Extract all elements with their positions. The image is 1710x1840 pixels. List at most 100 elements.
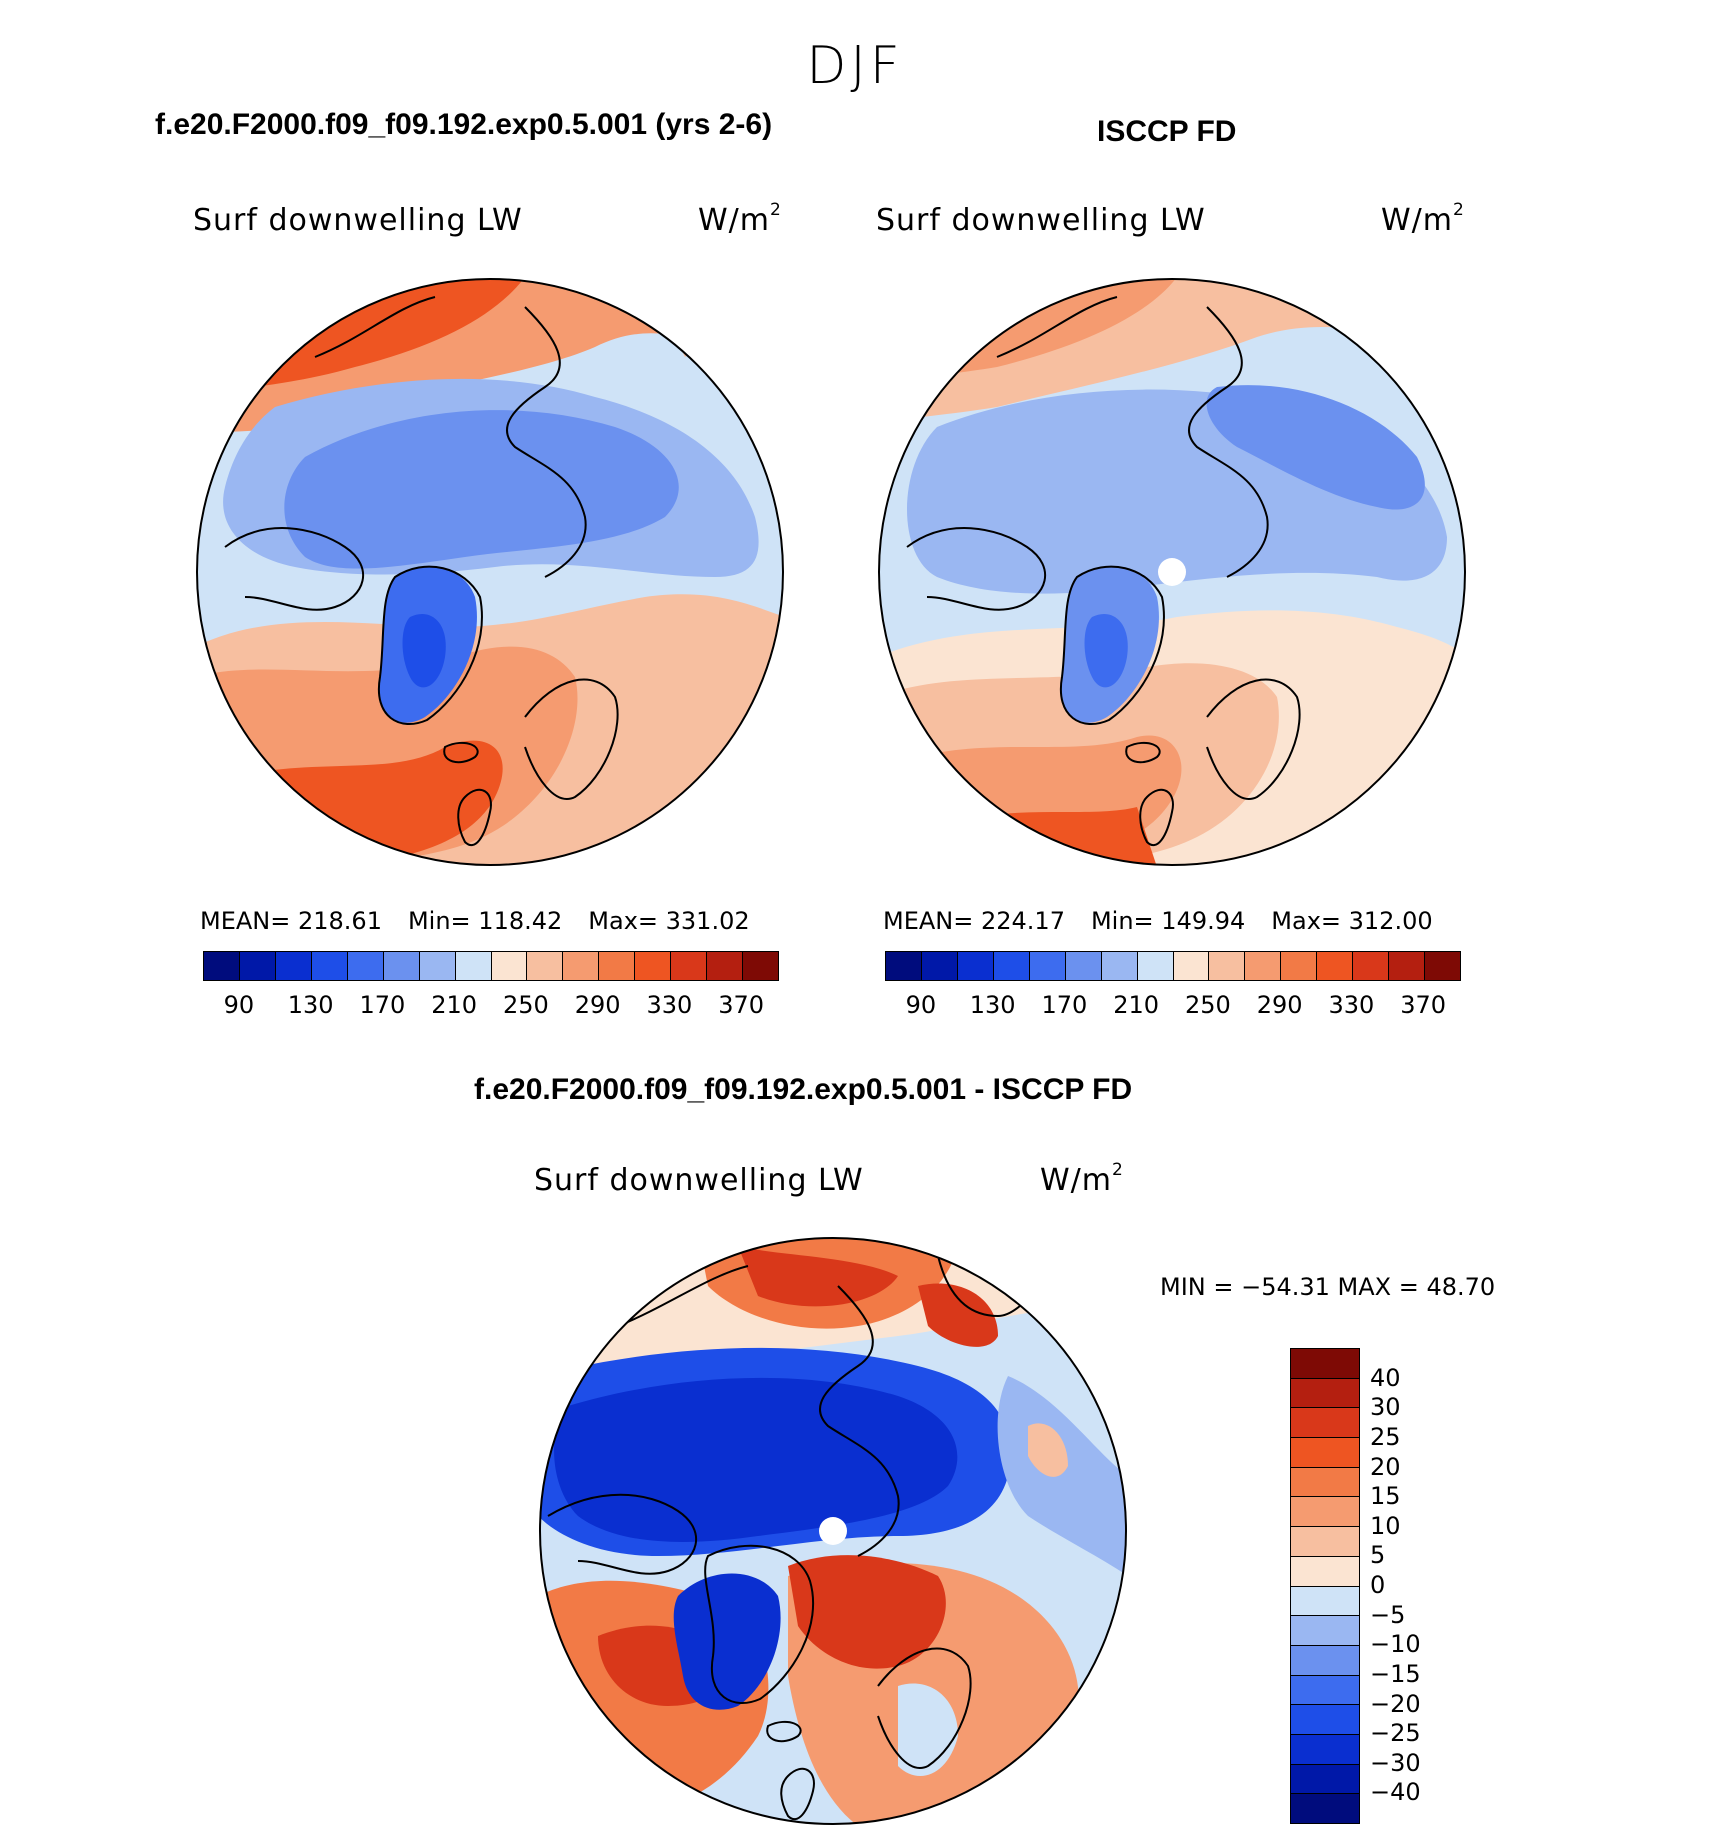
model-stats: MEAN= 218.61 Min= 118.42 Max= 331.02 xyxy=(200,907,750,935)
model-units-label: W/m2 xyxy=(698,200,782,238)
model-colorbar-swatch xyxy=(599,952,636,980)
diff-colorbar-tick: 40 xyxy=(1370,1363,1401,1392)
obs-colorbar-swatch xyxy=(1317,952,1354,980)
diff-colorbar-swatch xyxy=(1291,1497,1359,1528)
model-min: Min= 118.42 xyxy=(407,907,563,935)
model-colorbar-tick: 250 xyxy=(502,991,549,1019)
diff-units-label: W/m2 xyxy=(1040,1160,1124,1198)
diff-colorbar-swatch xyxy=(1291,1378,1359,1409)
model-colorbar-tick: 170 xyxy=(359,991,406,1019)
diff-colorbar-swatch xyxy=(1291,1527,1359,1557)
diff-colorbar-swatch xyxy=(1291,1645,1359,1676)
obs-colorbar-swatch xyxy=(1281,952,1318,980)
obs-colorbar-tick: 90 xyxy=(905,991,937,1019)
model-colorbar-tick: 210 xyxy=(431,991,478,1019)
model-map-border xyxy=(196,278,784,866)
diff-colorbar-tick: −30 xyxy=(1370,1748,1421,1777)
model-field-alaska xyxy=(665,279,783,357)
model-colorbar-swatch xyxy=(347,952,384,980)
obs-colorbar-tick: 330 xyxy=(1328,991,1375,1019)
model-colorbar-swatch xyxy=(204,952,240,980)
obs-colorbar-ticks: 90 130 170 210 250 290 330 370 xyxy=(885,991,1459,1021)
model-colorbar-swatch xyxy=(671,952,708,980)
model-colorbar-swatch xyxy=(419,952,456,980)
obs-stats: MEAN= 224.17 Min= 149.94 Max= 312.00 xyxy=(883,907,1433,935)
obs-colorbar-swatch xyxy=(1245,952,1282,980)
model-colorbar-tick: 130 xyxy=(287,991,334,1019)
diff-field-pacific-hot xyxy=(738,1246,898,1307)
obs-map-border xyxy=(878,278,1466,866)
diff-colorbar-swatch xyxy=(1291,1616,1359,1646)
diff-colorbar-ticks: 40 30 25 20 15 10 5 0 −5 −10 −15 −20 −25 −30 −40 xyxy=(1370,1348,1450,1822)
diff-colorbar-tick: 10 xyxy=(1370,1511,1401,1540)
model-colorbar-ticks: 90 130 170 210 250 290 330 370 xyxy=(203,991,777,1021)
obs-colorbar-swatch xyxy=(993,952,1030,980)
obs-colorbar-swatch xyxy=(1029,952,1066,980)
diff-colorbar-tick: −20 xyxy=(1370,1689,1421,1718)
obs-colorbar-swatch xyxy=(1389,952,1426,980)
obs-colorbar-tick: 290 xyxy=(1256,991,1303,1019)
model-polar-map xyxy=(196,278,784,866)
obs-mean: MEAN= 224.17 xyxy=(883,907,1065,935)
diff-colorbar-tick: −25 xyxy=(1370,1719,1421,1748)
model-mean: MEAN= 218.61 xyxy=(200,907,382,935)
obs-colorbar-swatch xyxy=(1065,952,1102,980)
diff-field-arctic-colder xyxy=(554,1377,958,1542)
diff-map-border xyxy=(539,1237,1127,1825)
diff-colorbar-tick: 15 xyxy=(1370,1482,1401,1511)
diff-colorbar-tick: −15 xyxy=(1370,1659,1421,1688)
model-colorbar-swatch xyxy=(743,952,778,980)
model-colorbar-swatch xyxy=(455,952,492,980)
obs-units-label: W/m2 xyxy=(1381,200,1465,238)
diff-colorbar xyxy=(1290,1348,1360,1824)
obs-colorbar-swatch xyxy=(1101,952,1138,980)
model-colorbar-tick: 330 xyxy=(646,991,693,1019)
obs-colorbar-tick: 130 xyxy=(969,991,1016,1019)
obs-field-atlantic-hot xyxy=(977,807,1157,865)
diff-colorbar-tick: −5 xyxy=(1370,1600,1406,1629)
diff-colorbar-swatch xyxy=(1291,1794,1359,1823)
model-colorbar-tick: 370 xyxy=(718,991,765,1019)
model-case-title: f.e20.F2000.f09_f09.192.exp0.5.001 (yrs … xyxy=(155,108,773,141)
obs-min: Min= 149.94 xyxy=(1090,907,1246,935)
obs-colorbar-swatch xyxy=(921,952,958,980)
diff-field-siberia-warm xyxy=(1028,1423,1068,1477)
model-colorbar-swatch xyxy=(311,952,348,980)
diff-variable-label: Surf downwelling LW xyxy=(534,1163,864,1198)
obs-colorbar-swatch xyxy=(1425,952,1460,980)
model-colorbar-tick: 290 xyxy=(574,991,621,1019)
diff-colorbar-swatch xyxy=(1291,1467,1359,1498)
obs-colorbar xyxy=(885,951,1461,981)
obs-field-greenland-core xyxy=(1084,613,1128,688)
obs-colorbar-swatch xyxy=(886,952,922,980)
obs-colorbar-swatch xyxy=(957,952,994,980)
diff-colorbar-tick: 30 xyxy=(1370,1393,1401,1422)
model-colorbar-tick: 90 xyxy=(223,991,255,1019)
obs-polar-map xyxy=(878,278,1466,866)
model-colorbar-swatch xyxy=(383,952,420,980)
diff-field-atlantic-hot xyxy=(788,1555,946,1669)
model-field-greenland-core xyxy=(402,613,446,688)
obs-colorbar-tick: 170 xyxy=(1041,991,1088,1019)
obs-variable-label: Surf downwelling LW xyxy=(876,203,1206,238)
diff-colorbar-swatch xyxy=(1291,1556,1359,1587)
diff-colorbar-tick: 20 xyxy=(1370,1452,1401,1481)
diff-colorbar-swatch xyxy=(1291,1349,1359,1379)
diff-colorbar-tick: 25 xyxy=(1370,1422,1401,1451)
obs-case-title: ISCCP FD xyxy=(1097,115,1237,148)
diff-field-bering-hot xyxy=(918,1283,998,1347)
obs-colorbar-swatch xyxy=(1173,952,1210,980)
model-colorbar-swatch xyxy=(563,952,600,980)
obs-max: Max= 312.00 xyxy=(1271,907,1433,935)
diff-colorbar-swatch xyxy=(1291,1438,1359,1468)
diff-colorbar-swatch xyxy=(1291,1705,1359,1735)
diff-colorbar-tick: 5 xyxy=(1370,1541,1386,1570)
diff-colorbar-tick: −10 xyxy=(1370,1630,1421,1659)
diff-case-title: f.e20.F2000.f09_f09.192.exp0.5.001 - ISC… xyxy=(474,1073,1133,1106)
model-colorbar-swatch xyxy=(275,952,312,980)
obs-pole-hole xyxy=(1158,558,1186,586)
diff-colorbar-tick: −40 xyxy=(1370,1778,1421,1807)
model-max: Max= 331.02 xyxy=(588,907,750,935)
diff-colorbar-swatch xyxy=(1291,1586,1359,1617)
diff-colorbar-swatch xyxy=(1291,1675,1359,1706)
